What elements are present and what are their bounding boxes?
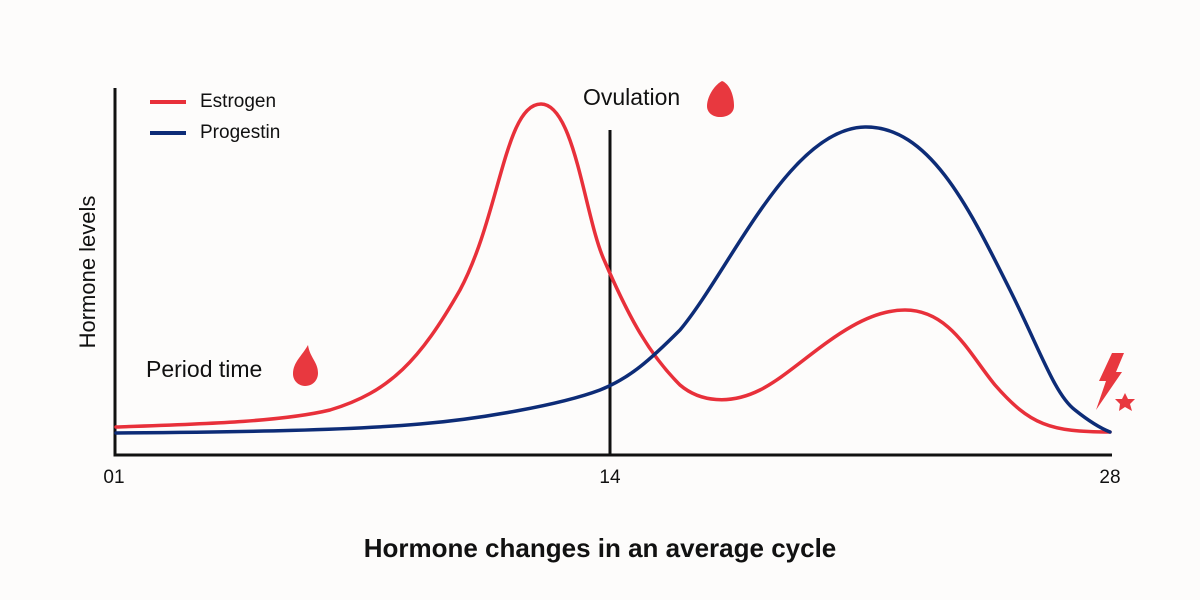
chart-title: Hormone changes in an average cycle [363, 533, 837, 563]
estrogen-line [114, 102, 1112, 434]
x-tick-end: 28 [1099, 467, 1121, 488]
star-icon [1115, 393, 1135, 411]
egg-drop-icon [707, 81, 734, 117]
estrogen-swatch [150, 99, 186, 104]
legend-item-estrogen: Estrogen [150, 86, 280, 117]
legend-label: Progestin [200, 121, 281, 143]
ovulation-label: Ovulation [583, 84, 681, 110]
x-tick-start: 01 [103, 467, 125, 488]
blood-drop-icon [293, 345, 318, 386]
legend: Estrogen Progestin [150, 86, 280, 148]
y-axis-label: Hormone levels [75, 195, 100, 349]
legend-item-progestin: Progestin [150, 117, 280, 148]
progestin-swatch [150, 130, 186, 135]
progestin-line [114, 125, 1112, 435]
x-tick-mid: 14 [599, 467, 621, 488]
legend-label: Estrogen [200, 90, 277, 112]
lightning-icon [1096, 353, 1124, 410]
period-time-label: Period time [146, 356, 263, 382]
